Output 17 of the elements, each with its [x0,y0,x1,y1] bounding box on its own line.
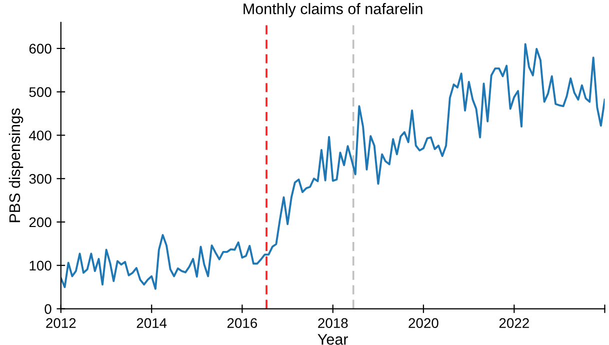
line-series [60,43,605,290]
x-axis-title: Year [318,334,348,345]
x-tick-label: 2016 [227,318,258,328]
x-tick-label: 2020 [408,318,438,328]
x-tick-label: 2014 [136,318,167,328]
y-tick-label: 500 [29,87,52,98]
y-axis-title: PBS dispensings [8,108,24,222]
y-tick-label: 100 [30,260,52,271]
x-tick-label: 2018 [318,318,348,328]
y-tick-label: 0 [44,304,52,314]
chart-title: Monthly claims of nafarelin [244,3,422,18]
y-tick-label: 400 [29,130,52,140]
x-tick-label: 2012 [46,318,76,328]
y-tick-label: 300 [29,174,52,184]
x-tick-label: 2022 [499,318,529,328]
y-tick-label: 200 [29,217,52,228]
y-tick-label: 600 [29,44,52,54]
